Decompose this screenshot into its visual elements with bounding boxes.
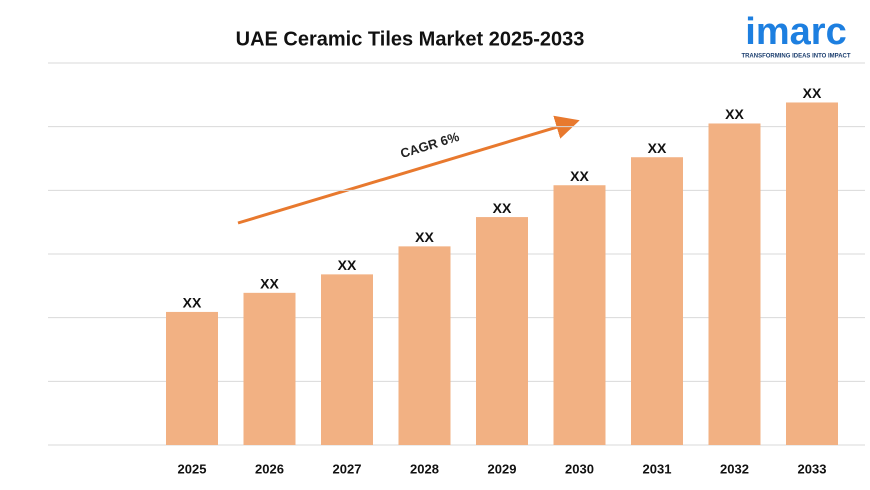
x-tick-label: 2026 <box>255 461 284 476</box>
value-label: XX <box>493 200 512 216</box>
logo-tagline: TRANSFORMING IDEAS INTO IMPACT <box>741 54 850 60</box>
value-label: XX <box>803 85 822 101</box>
x-tick-label: 2032 <box>720 461 749 476</box>
bar <box>786 102 838 446</box>
chart-title: UAE Ceramic Tiles Market 2025-2033 <box>236 28 585 50</box>
bar <box>398 246 451 445</box>
bar <box>708 123 761 445</box>
value-label: XX <box>183 295 202 311</box>
x-tick-label: 2031 <box>643 461 672 476</box>
value-label: XX <box>725 106 744 122</box>
x-tick-label: 2033 <box>798 461 827 476</box>
value-label: XX <box>570 168 589 184</box>
x-tick-label: 2030 <box>565 461 594 476</box>
bar <box>166 311 218 445</box>
cagr-arrow <box>237 115 580 225</box>
bar <box>553 185 606 446</box>
x-tick-label: 2029 <box>488 461 517 476</box>
logo-name: imarc <box>745 11 846 53</box>
value-label: XX <box>415 229 434 245</box>
bar <box>321 274 373 445</box>
x-tick-label: 2027 <box>333 461 362 476</box>
value-label: XX <box>338 257 357 273</box>
bar <box>243 292 296 445</box>
value-label: XX <box>648 140 667 156</box>
value-label: XX <box>260 276 279 292</box>
cagr-label: CAGR 6% <box>398 129 461 161</box>
bar <box>631 157 683 445</box>
bar <box>476 217 528 445</box>
x-tick-label: 2028 <box>410 461 439 476</box>
x-tick-label: 2025 <box>178 461 207 476</box>
